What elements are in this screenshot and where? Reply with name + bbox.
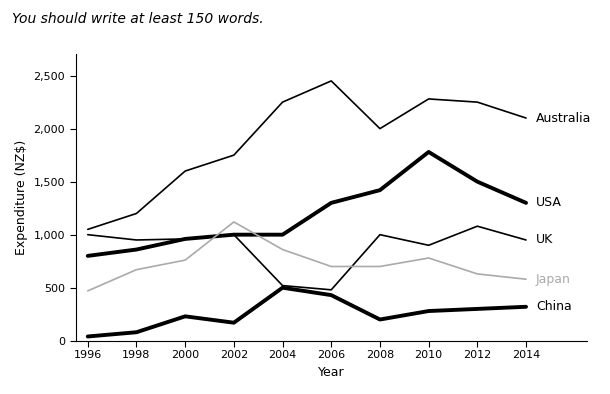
- X-axis label: Year: Year: [318, 366, 345, 379]
- Y-axis label: Expenditure (NZ$): Expenditure (NZ$): [15, 140, 28, 255]
- Text: China: China: [536, 300, 572, 313]
- Text: You should write at least 150 words.: You should write at least 150 words.: [12, 12, 264, 26]
- Text: UK: UK: [536, 234, 553, 247]
- Text: Australia: Australia: [536, 112, 591, 125]
- Text: Japan: Japan: [536, 273, 570, 286]
- Text: USA: USA: [536, 196, 562, 209]
